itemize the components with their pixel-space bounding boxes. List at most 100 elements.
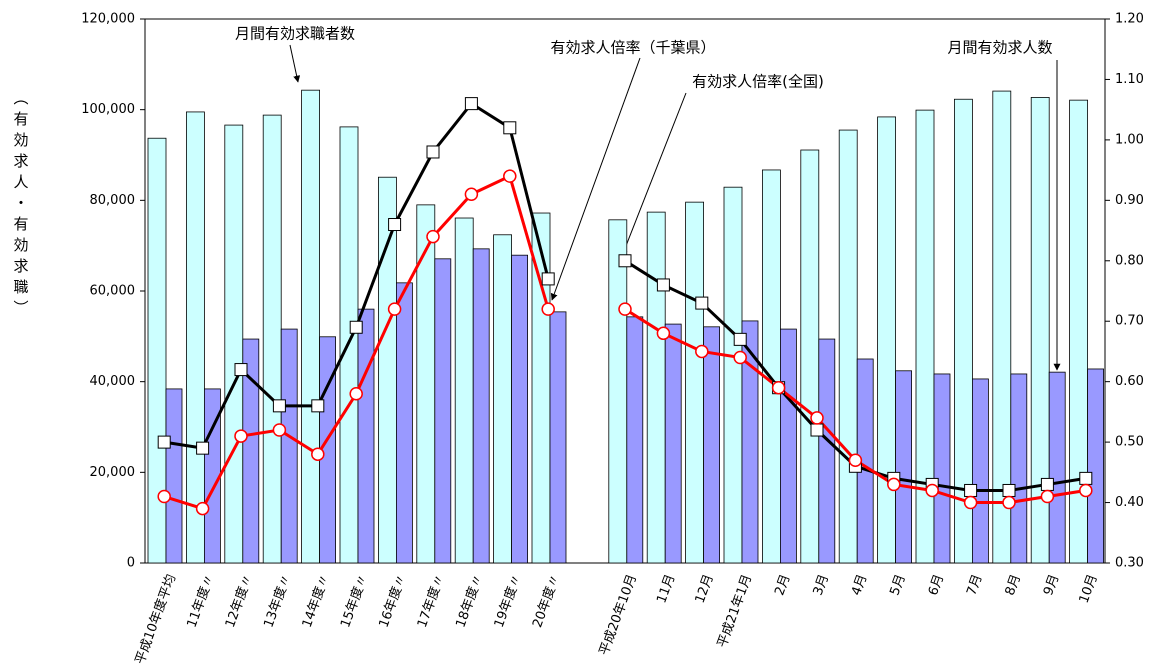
x-tick-label: 19年度〃 bbox=[491, 572, 525, 630]
x-tick-label: 平成21年1月 bbox=[715, 572, 755, 649]
bar bbox=[1069, 99, 1088, 564]
y2-tick-label: 1.00 bbox=[1115, 132, 1144, 147]
y2-tick-label: 1.10 bbox=[1115, 72, 1144, 87]
marker bbox=[541, 302, 555, 316]
bar bbox=[895, 370, 912, 564]
bar bbox=[646, 211, 666, 564]
marker bbox=[426, 229, 440, 244]
y2-tick-label: 0.80 bbox=[1115, 253, 1144, 268]
x-tick-label: 15年度〃 bbox=[337, 572, 371, 630]
marker bbox=[464, 97, 478, 111]
annotation: 有効求人倍率（千葉県） bbox=[550, 39, 715, 57]
marker bbox=[1079, 471, 1093, 485]
bar bbox=[549, 311, 567, 564]
x-tick-label: 平成10年度平均 bbox=[132, 572, 179, 664]
bar bbox=[280, 328, 298, 564]
marker bbox=[311, 447, 325, 461]
x-tick-label: 20年度〃 bbox=[529, 572, 563, 630]
marker bbox=[195, 501, 210, 516]
bar bbox=[511, 254, 529, 564]
y-tick-label: 40,000 bbox=[90, 374, 136, 389]
annotation: 月間有効求職者数 bbox=[235, 25, 355, 43]
x-tick-label: 18年度〃 bbox=[452, 572, 486, 630]
bar bbox=[972, 378, 989, 564]
x-tick-label: 2月 bbox=[772, 572, 793, 597]
y-tick-label: 120,000 bbox=[81, 12, 135, 27]
y-axis-label: （有効求人・有効求職） bbox=[12, 90, 30, 321]
marker bbox=[1002, 483, 1016, 497]
bar bbox=[454, 217, 474, 564]
bar bbox=[762, 169, 781, 564]
annotations: 月間有効求職者数 月間有効求人数 有効求人倍率（千葉県） 有効求人倍率(全国) bbox=[235, 25, 1061, 371]
x-tick-label: 5月 bbox=[887, 572, 908, 597]
y-tick-label: 100,000 bbox=[81, 102, 135, 117]
bar bbox=[147, 137, 167, 564]
y-tick-label: 60,000 bbox=[90, 284, 136, 299]
x-tick-label: 14年度〃 bbox=[299, 572, 333, 630]
bar bbox=[242, 338, 260, 564]
bar bbox=[664, 323, 682, 564]
bar bbox=[1010, 373, 1028, 564]
bar bbox=[185, 111, 205, 564]
bar bbox=[224, 124, 244, 564]
y2-tick-label: 0.70 bbox=[1115, 314, 1144, 329]
bar bbox=[818, 338, 836, 564]
y2-tick-label: 0.50 bbox=[1115, 435, 1144, 450]
y2-tick-label: 0.90 bbox=[1115, 193, 1144, 208]
y2-tick-label: 0.60 bbox=[1115, 374, 1144, 389]
x-tick-label: 8月 bbox=[1003, 572, 1024, 597]
marker bbox=[272, 399, 286, 413]
bar bbox=[877, 116, 896, 564]
x-tick-label: 10月 bbox=[1077, 572, 1101, 605]
marker bbox=[234, 363, 248, 377]
bar bbox=[954, 98, 973, 564]
marker bbox=[733, 350, 747, 365]
y2-tick-label: 0.40 bbox=[1115, 495, 1144, 510]
bar bbox=[301, 89, 321, 564]
bar bbox=[685, 201, 704, 564]
marker bbox=[272, 423, 287, 437]
annotation: 有効求人倍率(全国) bbox=[692, 73, 824, 91]
y-tick-label: 20,000 bbox=[90, 465, 136, 480]
bar bbox=[703, 326, 720, 564]
x-tick-label: 9月 bbox=[1041, 572, 1062, 597]
bar bbox=[357, 308, 375, 564]
arrow bbox=[550, 57, 641, 301]
marker bbox=[771, 380, 786, 395]
bar bbox=[933, 373, 951, 564]
bar bbox=[723, 186, 743, 564]
marker bbox=[695, 296, 709, 310]
arrow bbox=[289, 44, 301, 83]
y-tick-label: 0 bbox=[127, 556, 135, 571]
bar bbox=[626, 316, 644, 564]
marker bbox=[887, 477, 901, 492]
marker bbox=[349, 320, 363, 334]
bar bbox=[608, 219, 628, 564]
marker bbox=[733, 332, 747, 346]
marker bbox=[810, 423, 824, 437]
marker bbox=[157, 435, 171, 449]
x-tick-label: 7月 bbox=[964, 572, 985, 597]
marker bbox=[1040, 477, 1054, 491]
x-tick-label: 3月 bbox=[811, 572, 832, 597]
x-tick-label: 17年度〃 bbox=[414, 572, 448, 630]
bar bbox=[1030, 97, 1050, 564]
bar bbox=[493, 234, 513, 564]
x-tick-label: 13年度〃 bbox=[260, 572, 294, 630]
marker bbox=[1040, 489, 1055, 504]
marker bbox=[963, 495, 978, 510]
marker bbox=[234, 429, 248, 443]
bar bbox=[262, 114, 282, 564]
bar bbox=[1048, 371, 1066, 564]
x-tick-label: 6月 bbox=[926, 572, 947, 597]
marker bbox=[656, 278, 670, 292]
marker bbox=[541, 272, 555, 286]
bar bbox=[416, 204, 436, 564]
y2-tick-label: 1.20 bbox=[1115, 12, 1144, 27]
x-tick-label: 4月 bbox=[849, 572, 870, 597]
bar bbox=[472, 248, 490, 564]
bar bbox=[741, 320, 759, 564]
marker bbox=[848, 453, 863, 467]
marker bbox=[157, 489, 171, 504]
